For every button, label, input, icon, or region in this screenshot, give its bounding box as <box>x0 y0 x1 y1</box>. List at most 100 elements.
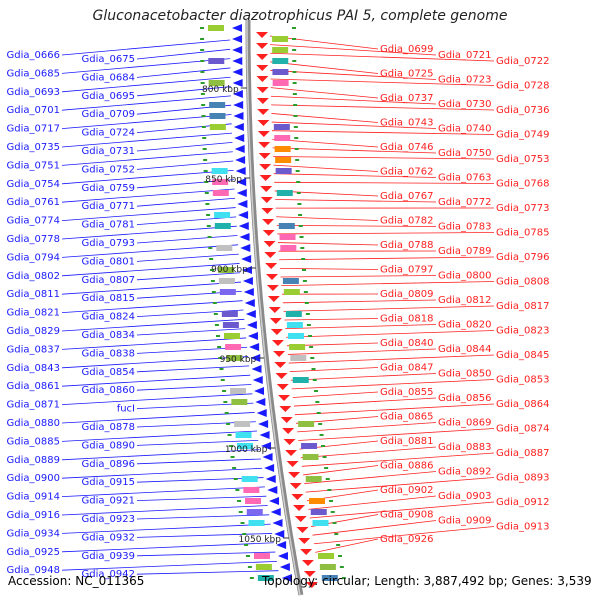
right-gene-label: Gdia_0855 <box>380 387 433 398</box>
gene-tick-mark <box>238 511 243 513</box>
kbp-tick-label: 1000 kbp <box>225 445 268 455</box>
right-gene-label: Gdia_0903 <box>438 491 491 502</box>
gene-tick-mark <box>330 511 335 513</box>
left-gene-label: Gdia_0923 <box>82 514 135 525</box>
gene-tick-mark <box>334 533 339 535</box>
left-gene-label: Gdia_0880 <box>7 418 60 429</box>
right-strand-gene <box>256 76 269 82</box>
annotation-block <box>245 498 262 504</box>
left-label-leader <box>136 142 233 152</box>
right-label-leader <box>277 232 495 235</box>
gene-tick-mark <box>297 203 302 205</box>
gene-tick-mark <box>302 269 307 271</box>
annotation-block <box>272 36 289 42</box>
right-gene-label: Gdia_0926 <box>380 534 433 545</box>
gene-tick-mark <box>214 324 219 326</box>
right-gene-label: Gdia_0908 <box>380 510 433 521</box>
right-strand-gene <box>298 538 311 544</box>
annotation-block <box>312 520 329 526</box>
left-label-leader <box>61 244 239 258</box>
left-gene-label: Gdia_0834 <box>82 330 135 341</box>
right-label-leader <box>308 495 437 510</box>
annotation-block <box>231 399 248 405</box>
gene-tick-mark <box>200 93 205 95</box>
right-gene-label: Gdia_0847 <box>380 363 433 374</box>
left-label-leader <box>136 197 236 207</box>
left-strand-gene <box>232 57 243 65</box>
left-gene-label: Gdia_0821 <box>7 308 60 319</box>
gene-tick-mark <box>244 544 249 546</box>
right-strand-gene <box>303 571 316 577</box>
left-label-leader <box>61 151 233 166</box>
annotation-block <box>218 278 235 284</box>
gene-tick-mark <box>292 27 297 29</box>
right-label-leader <box>270 87 379 99</box>
right-label-leader <box>304 471 437 484</box>
left-gene-label: Gdia_0942 <box>82 569 135 580</box>
left-gene-label: Gdia_0807 <box>82 275 135 286</box>
annotation-block <box>216 245 233 251</box>
right-gene-label: Gdia_0782 <box>380 216 433 227</box>
left-gene-label: Gdia_0717 <box>7 124 60 135</box>
left-gene-label: Gdia_0829 <box>7 326 60 337</box>
annotation-block <box>211 168 228 174</box>
left-strand-gene <box>259 431 270 439</box>
left-strand-gene <box>258 420 269 428</box>
left-strand-gene <box>239 233 250 241</box>
left-strand-gene <box>252 376 263 384</box>
left-strand-gene <box>238 211 249 219</box>
gene-tick-mark <box>293 104 298 106</box>
left-gene-label: Gdia_0914 <box>7 492 60 503</box>
right-gene-label: Gdia_0773 <box>496 203 549 214</box>
gene-tick-mark <box>200 49 205 51</box>
left-strand-gene <box>256 409 267 417</box>
annotation-block <box>302 454 319 460</box>
annotation-block <box>275 157 292 163</box>
left-strand-gene <box>232 79 243 87</box>
annotation-block <box>279 234 296 240</box>
right-strand-gene <box>271 340 284 346</box>
right-strand-gene <box>264 252 277 258</box>
left-strand-gene <box>236 178 247 186</box>
annotation-block <box>305 476 322 482</box>
annotation-block <box>226 355 243 361</box>
left-gene-label: Gdia_0885 <box>7 436 60 447</box>
left-gene-label: Gdia_0815 <box>82 293 135 304</box>
left-strand-gene <box>277 552 288 560</box>
left-gene-label: Gdia_0778 <box>7 234 60 245</box>
left-strand-gene <box>241 255 252 263</box>
right-strand-gene <box>260 197 273 203</box>
annotation-block <box>276 190 293 196</box>
right-gene-label: Gdia_0767 <box>380 191 433 202</box>
annotation-block <box>237 443 254 449</box>
gene-tick-mark <box>295 159 300 161</box>
left-label-leader <box>61 393 253 405</box>
annotation-block <box>209 124 226 130</box>
right-gene-label: Gdia_0850 <box>438 369 491 380</box>
left-strand-gene <box>254 387 265 395</box>
right-gene-label: Gdia_0750 <box>438 148 491 159</box>
right-strand-gene <box>305 582 318 588</box>
right-gene-label: Gdia_0808 <box>496 277 549 288</box>
left-label-leader <box>136 48 231 60</box>
right-strand-gene <box>256 32 269 38</box>
right-gene-label: Gdia_0845 <box>496 350 549 361</box>
left-gene-label: Gdia_0878 <box>82 422 135 433</box>
annotation-block <box>280 245 297 251</box>
gene-tick-mark <box>324 467 329 469</box>
left-gene-label: Gdia_0916 <box>7 510 60 521</box>
annotation-block <box>285 311 302 317</box>
left-label-leader <box>61 263 240 277</box>
right-strand-gene <box>256 43 269 49</box>
left-label-leader <box>136 216 237 225</box>
gene-tick-mark <box>209 258 214 260</box>
annotation-block <box>255 564 272 570</box>
right-label-leader <box>287 348 437 355</box>
right-strand-gene <box>276 384 289 390</box>
right-strand-gene <box>257 109 270 115</box>
gene-tick-mark <box>310 357 315 359</box>
right-gene-label: Gdia_0699 <box>380 44 433 55</box>
annotation-block <box>319 564 336 570</box>
right-label-leader <box>290 373 437 381</box>
annotation-block <box>209 102 226 108</box>
